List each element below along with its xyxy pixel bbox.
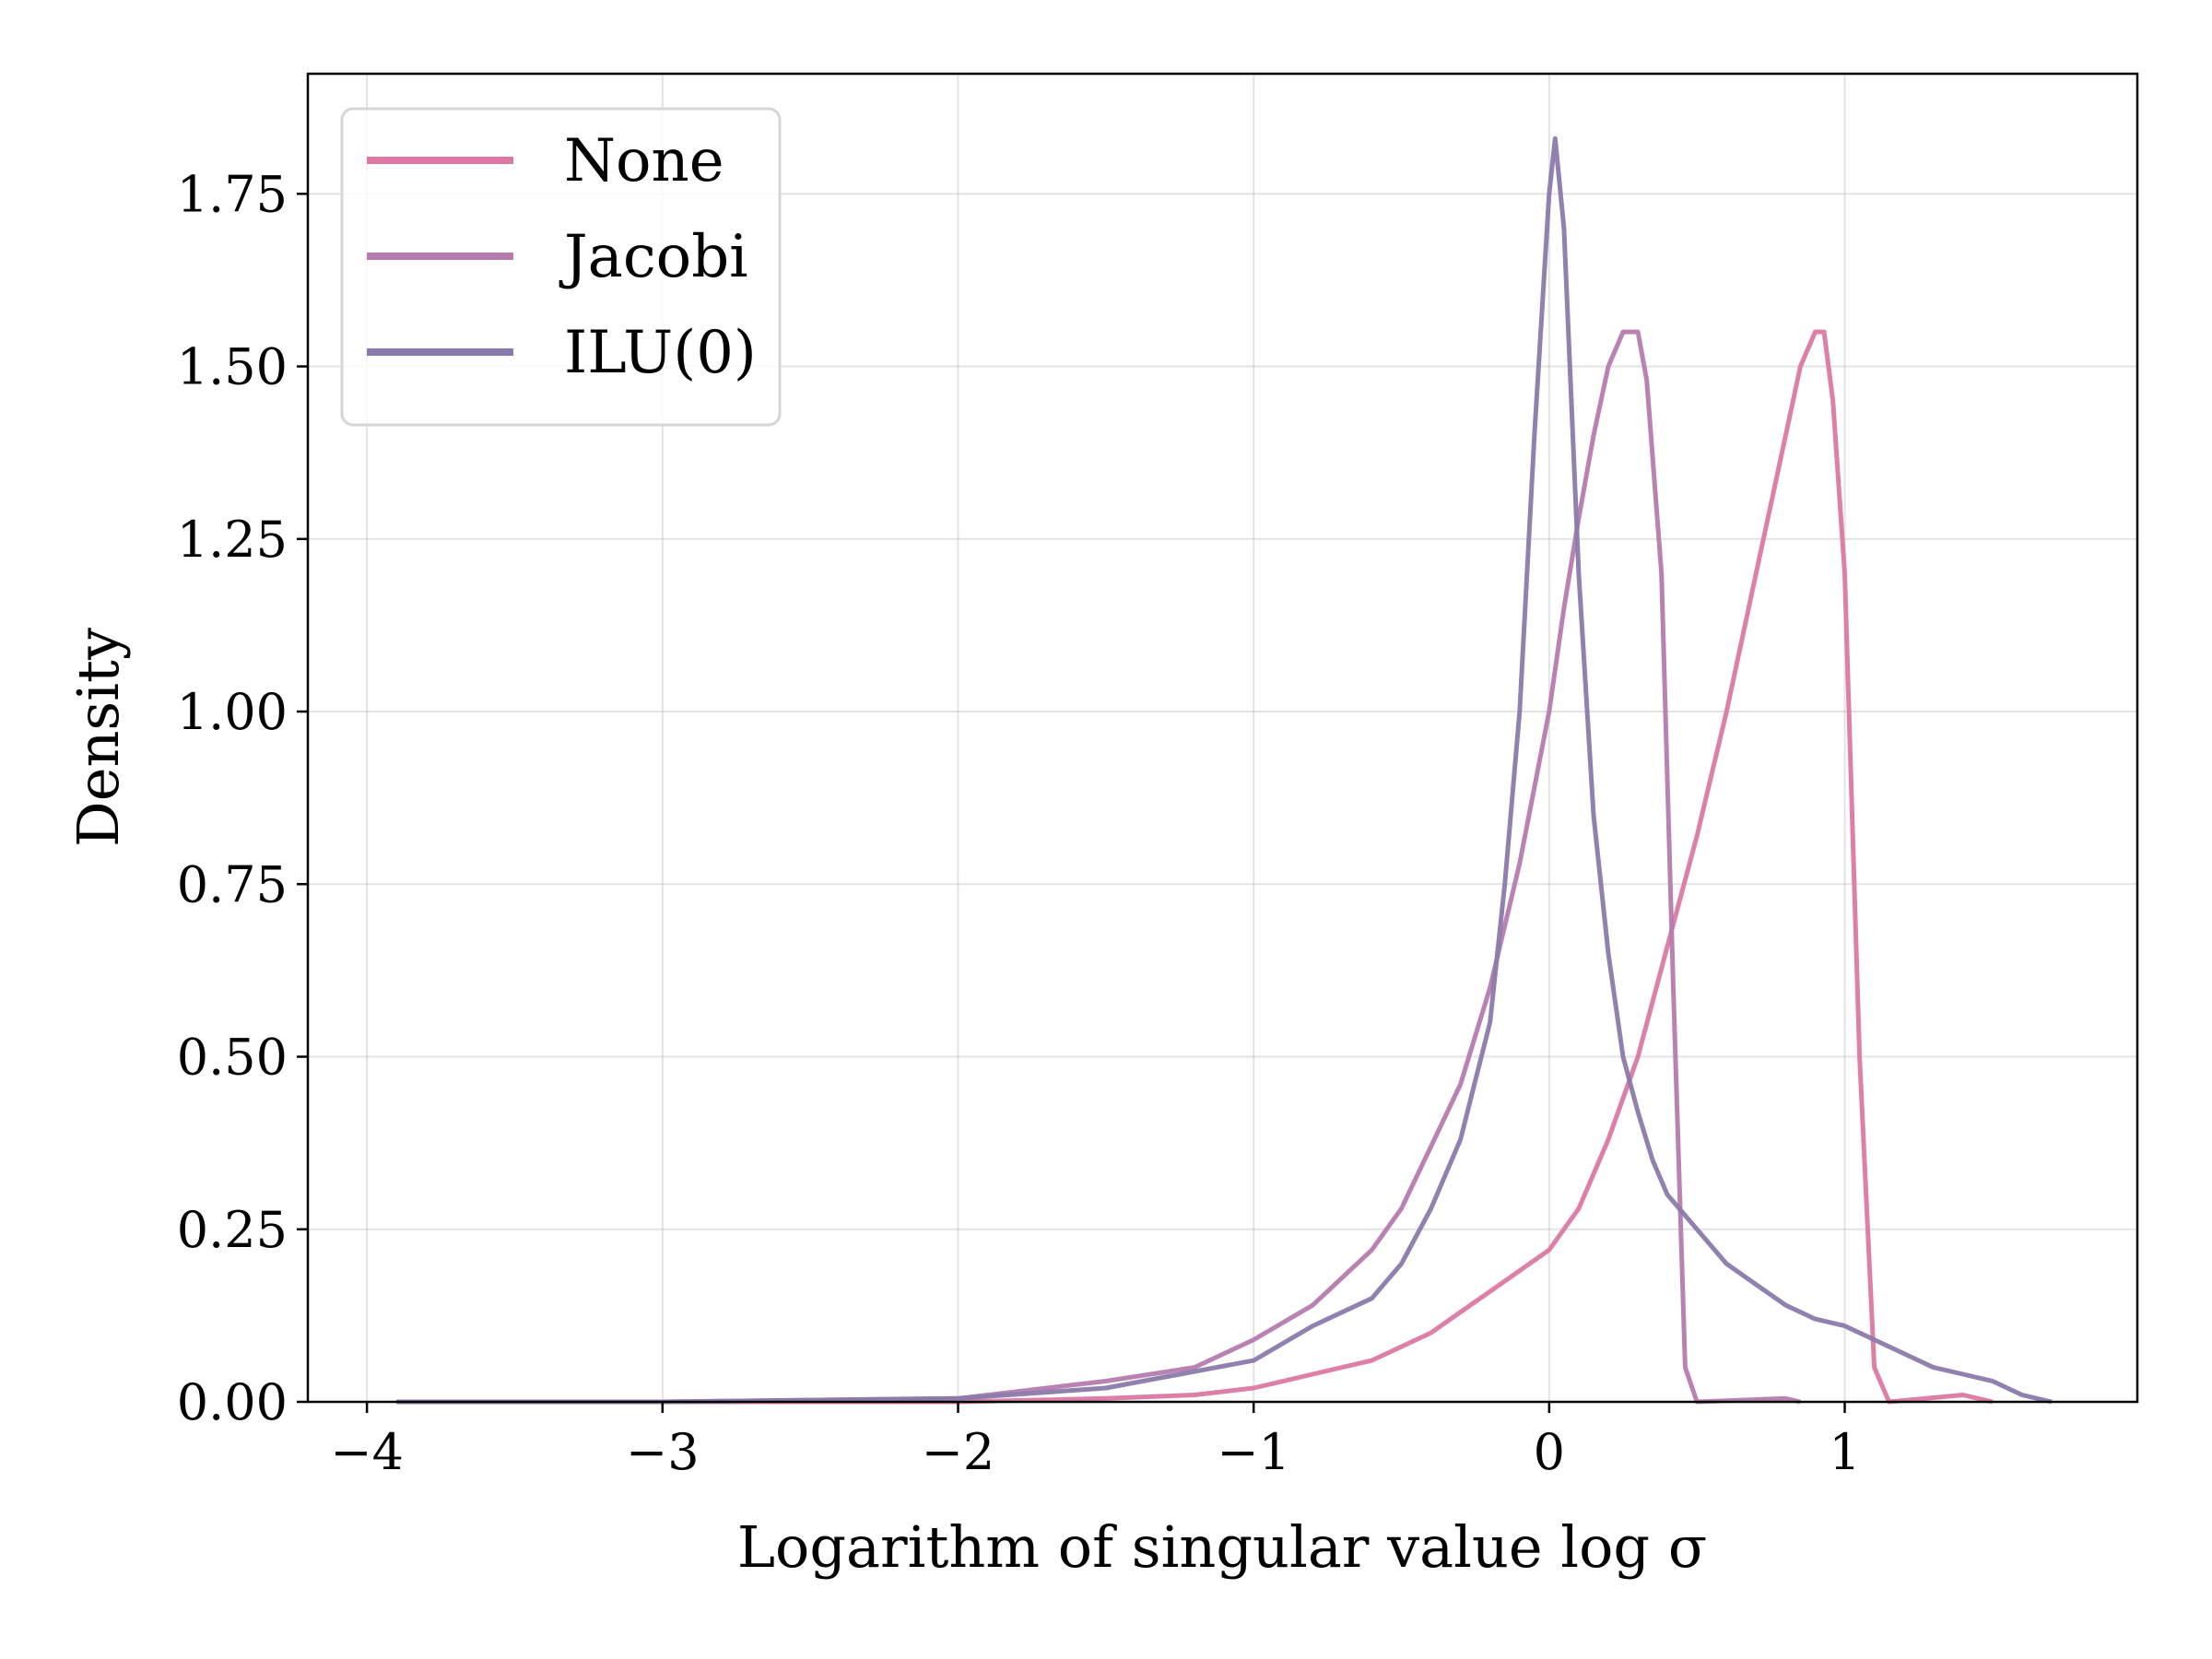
- y-tick-label: 0.00: [177, 1373, 288, 1431]
- y-tick-label: 0.50: [177, 1029, 288, 1087]
- legend: None Jacobi ILU(0): [340, 107, 782, 427]
- series-lines: [396, 135, 2053, 1405]
- x-tick-label: −3: [626, 1423, 700, 1481]
- x-tick-label: 0: [1534, 1423, 1565, 1481]
- plot-frame: [306, 72, 2139, 1404]
- legend-label: Jacobi: [559, 223, 748, 291]
- ticks: −4 −3 −2 −1 0 1 0.00 0.25 0.50 0.75 1.00 1.25 1.50 1.…: [177, 165, 1861, 1481]
- x-tick-label: −4: [330, 1423, 404, 1481]
- y-tick-label: 1.25: [177, 511, 288, 569]
- y-tick-label: 1.50: [177, 338, 288, 396]
- series-line-none: [396, 329, 1994, 1405]
- y-tick-label: 0.75: [177, 855, 288, 913]
- legend-label: ILU(0): [564, 319, 757, 387]
- y-tick-label: 1.00: [177, 683, 288, 741]
- series-line-ilu0: [396, 135, 2053, 1405]
- legend-label: None: [564, 127, 724, 195]
- grid: [308, 74, 2137, 1403]
- series-line-jacobi: [396, 329, 1801, 1405]
- y-tick-label: 1.75: [177, 165, 288, 223]
- y-tick-label: 0.25: [177, 1201, 288, 1259]
- legend-box: [340, 107, 782, 427]
- x-axis-label: Logarithm of singular value log σ: [737, 1513, 1707, 1581]
- y-axis-label: Density: [65, 628, 132, 847]
- x-tick-label: 1: [1829, 1423, 1860, 1481]
- x-tick-label: −1: [1217, 1423, 1290, 1481]
- x-tick-label: −2: [922, 1423, 995, 1481]
